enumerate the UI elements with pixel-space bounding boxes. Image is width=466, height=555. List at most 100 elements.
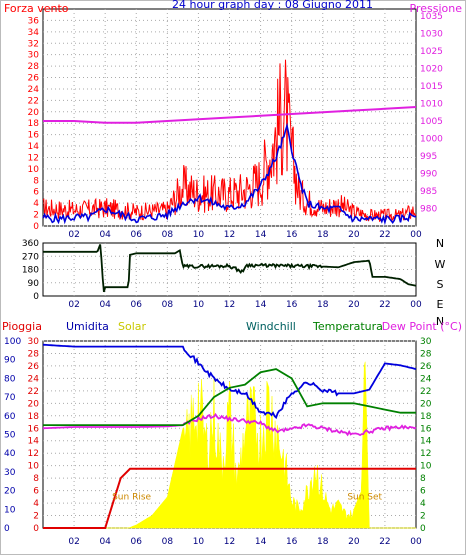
x-tick-label: 10 xyxy=(193,300,205,310)
left-tick-label: 20 xyxy=(28,108,40,118)
x-tick-label: 12 xyxy=(224,230,235,240)
wind-gust-series xyxy=(42,59,417,223)
x-tick-label: 08 xyxy=(162,300,174,310)
humidity-tick-label: 0 xyxy=(4,524,10,534)
left-tick-label: 28 xyxy=(28,62,40,72)
x-tick-label: 04 xyxy=(99,300,111,310)
rain-tick-label: 20 xyxy=(28,399,40,409)
rain-tick-label: 8 xyxy=(33,474,39,484)
x-tick-label: 20 xyxy=(348,300,360,310)
x-tick-label: 00 xyxy=(410,230,422,240)
x-tick-label: 20 xyxy=(348,230,360,240)
left-tick-label: 10 xyxy=(28,165,40,175)
right-tick-label: 1010 xyxy=(420,100,443,110)
compass-label: W xyxy=(435,258,446,271)
temperature-tick-label: 12 xyxy=(420,449,431,459)
direction-tick-label: 0 xyxy=(33,292,39,302)
x-tick-label: 06 xyxy=(131,537,143,547)
left-tick-label: 30 xyxy=(28,51,40,61)
humidity-tick-label: 80 xyxy=(4,374,16,384)
x-tick-label: 10 xyxy=(193,537,205,547)
direction-tick-label: 270 xyxy=(22,252,39,262)
rain-tick-label: 26 xyxy=(28,362,40,372)
wind-pressure-ticks: 0246810121416182022242628303234369809859… xyxy=(28,12,444,240)
dew-point-label: Dew Point (°C) xyxy=(382,320,462,333)
compass-label: N xyxy=(436,237,444,250)
humidity-tick-label: 30 xyxy=(4,468,16,478)
rain-tick-label: 2 xyxy=(33,512,39,522)
wind-direction-series xyxy=(43,244,417,293)
rain-tick-label: 10 xyxy=(28,462,40,472)
left-tick-label: 36 xyxy=(28,16,40,26)
left-tick-label: 34 xyxy=(28,28,40,38)
rain-tick-label: 12 xyxy=(28,449,39,459)
left-tick-label: 0 xyxy=(33,222,39,232)
rain-tick-label: 22 xyxy=(28,387,39,397)
x-tick-label: 18 xyxy=(317,230,329,240)
temperature-tick-label: 8 xyxy=(420,474,426,484)
temperature-tick-label: 0 xyxy=(420,524,426,534)
temperature-label: Temperatura xyxy=(312,320,383,333)
sunset-annotation: Sun Set xyxy=(347,493,382,503)
left-tick-label: 12 xyxy=(28,153,39,163)
x-tick-label: 02 xyxy=(68,537,79,547)
rain-humidity-panel: 0102030405060708090100024681012141618202… xyxy=(2,320,462,547)
left-tick-label: 2 xyxy=(33,211,39,221)
x-tick-label: 12 xyxy=(224,300,235,310)
x-tick-label: 08 xyxy=(162,537,174,547)
right-tick-label: 995 xyxy=(420,152,437,162)
temperature-tick-label: 2 xyxy=(420,512,426,522)
temperature-tick-label: 30 xyxy=(420,337,432,347)
humidity-tick-label: 40 xyxy=(4,449,16,459)
direction-tick-label: 360 xyxy=(22,239,39,249)
left-tick-label: 6 xyxy=(33,188,39,198)
right-tick-label: 1015 xyxy=(420,82,443,92)
chart-title: 24 hour graph day : 08 Giugno 2011 xyxy=(172,0,373,11)
left-axis-label: Forza vento xyxy=(4,2,69,15)
x-tick-label: 00 xyxy=(410,537,422,547)
temperature-tick-label: 10 xyxy=(420,462,432,472)
temperature-tick-label: 28 xyxy=(420,349,432,359)
x-tick-label: 22 xyxy=(379,537,390,547)
humidity-tick-label: 90 xyxy=(4,356,16,366)
temperature-series xyxy=(43,368,416,426)
wind-direction-plot-area xyxy=(42,242,417,297)
x-tick-label: 00 xyxy=(410,300,422,310)
rain-label: Pioggia xyxy=(2,320,42,333)
wind-pressure-series xyxy=(42,59,417,226)
x-tick-label: 06 xyxy=(131,230,143,240)
humidity-label: Umidita xyxy=(66,320,109,333)
right-tick-label: 990 xyxy=(420,170,437,180)
temperature-tick-label: 24 xyxy=(420,374,432,384)
x-tick-label: 14 xyxy=(255,230,267,240)
left-tick-label: 8 xyxy=(33,176,39,186)
wind-direction-grid xyxy=(43,243,416,296)
sunrise-annotation: Sun Rise xyxy=(112,493,151,503)
x-tick-label: 14 xyxy=(255,537,267,547)
wind-direction-series xyxy=(43,244,417,293)
wind-speed-series xyxy=(42,122,416,226)
temperature-tick-label: 14 xyxy=(420,437,432,447)
x-tick-label: 08 xyxy=(162,230,174,240)
left-tick-label: 16 xyxy=(28,131,40,141)
x-tick-label: 10 xyxy=(193,230,205,240)
solar-label: Solar xyxy=(118,320,147,333)
x-tick-label: 14 xyxy=(255,300,267,310)
x-tick-label: 06 xyxy=(131,300,143,310)
pressure-series xyxy=(43,106,417,124)
left-tick-label: 24 xyxy=(28,85,40,95)
wind-pressure-grid xyxy=(43,9,416,227)
x-tick-label: 04 xyxy=(99,537,111,547)
direction-tick-label: 180 xyxy=(22,266,39,276)
x-tick-label: 04 xyxy=(99,230,111,240)
right-tick-label: 985 xyxy=(420,187,437,197)
right-tick-label: 1005 xyxy=(420,117,443,127)
x-tick-label: 16 xyxy=(286,230,298,240)
rain-tick-label: 28 xyxy=(28,349,40,359)
x-tick-label: 02 xyxy=(68,300,79,310)
humidity-tick-label: 100 xyxy=(4,337,21,347)
left-tick-label: 18 xyxy=(28,119,40,129)
